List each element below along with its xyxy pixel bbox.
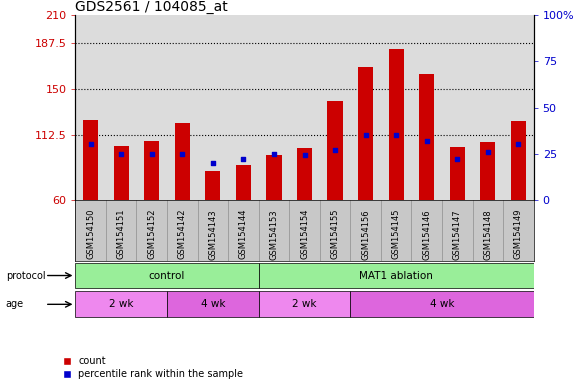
Point	[117, 151, 126, 157]
Bar	[259, 263, 534, 288]
Text: GSM154142: GSM154142	[178, 209, 187, 260]
Text: GSM154156: GSM154156	[361, 209, 370, 260]
Point	[331, 147, 340, 153]
Bar	[144, 141, 160, 200]
Text: protocol: protocol	[6, 270, 45, 281]
Bar	[389, 48, 404, 200]
Bar	[75, 263, 259, 288]
Point	[483, 149, 492, 155]
Bar	[419, 74, 434, 200]
Bar	[75, 291, 167, 317]
Text: GDS2561 / 104085_at: GDS2561 / 104085_at	[75, 0, 228, 14]
Bar	[167, 291, 259, 317]
Bar	[350, 291, 534, 317]
Text: 2 wk: 2 wk	[109, 299, 133, 310]
Text: 4 wk: 4 wk	[430, 299, 454, 310]
Point	[239, 156, 248, 162]
Point	[392, 132, 401, 138]
Text: GSM154151: GSM154151	[117, 209, 126, 260]
Bar	[236, 165, 251, 200]
Text: GSM154153: GSM154153	[270, 209, 278, 260]
Point	[361, 132, 370, 138]
Point	[147, 151, 157, 157]
Point	[177, 151, 187, 157]
Text: GSM154146: GSM154146	[422, 209, 431, 260]
Bar	[83, 120, 99, 200]
Bar	[205, 171, 220, 200]
Bar	[114, 146, 129, 200]
Point	[514, 141, 523, 147]
Text: GSM154143: GSM154143	[208, 209, 218, 260]
Text: GSM154154: GSM154154	[300, 209, 309, 260]
Text: GSM154147: GSM154147	[453, 209, 462, 260]
Text: age: age	[6, 299, 24, 310]
Point	[269, 151, 278, 157]
Text: GSM154149: GSM154149	[514, 209, 523, 260]
Text: GSM154144: GSM154144	[239, 209, 248, 260]
Bar	[358, 67, 374, 200]
Point	[422, 137, 432, 144]
Point	[208, 160, 218, 166]
Bar	[511, 121, 526, 200]
Text: GSM154150: GSM154150	[86, 209, 95, 260]
Bar	[450, 147, 465, 200]
Text: GSM154155: GSM154155	[331, 209, 339, 260]
Point	[452, 156, 462, 162]
Bar	[266, 156, 282, 200]
Legend: count, percentile rank within the sample: count, percentile rank within the sample	[63, 356, 244, 379]
Text: GSM154152: GSM154152	[147, 209, 156, 260]
Text: control: control	[149, 270, 185, 281]
Point	[300, 152, 309, 159]
Text: 2 wk: 2 wk	[292, 299, 317, 310]
Text: GSM154148: GSM154148	[483, 209, 492, 260]
Text: MAT1 ablation: MAT1 ablation	[359, 270, 433, 281]
Text: 4 wk: 4 wk	[201, 299, 225, 310]
Bar	[259, 291, 350, 317]
Bar	[328, 101, 343, 200]
Bar	[175, 124, 190, 200]
Bar	[297, 148, 312, 200]
Bar	[480, 142, 495, 200]
Text: GSM154145: GSM154145	[392, 209, 401, 260]
Point	[86, 141, 95, 147]
